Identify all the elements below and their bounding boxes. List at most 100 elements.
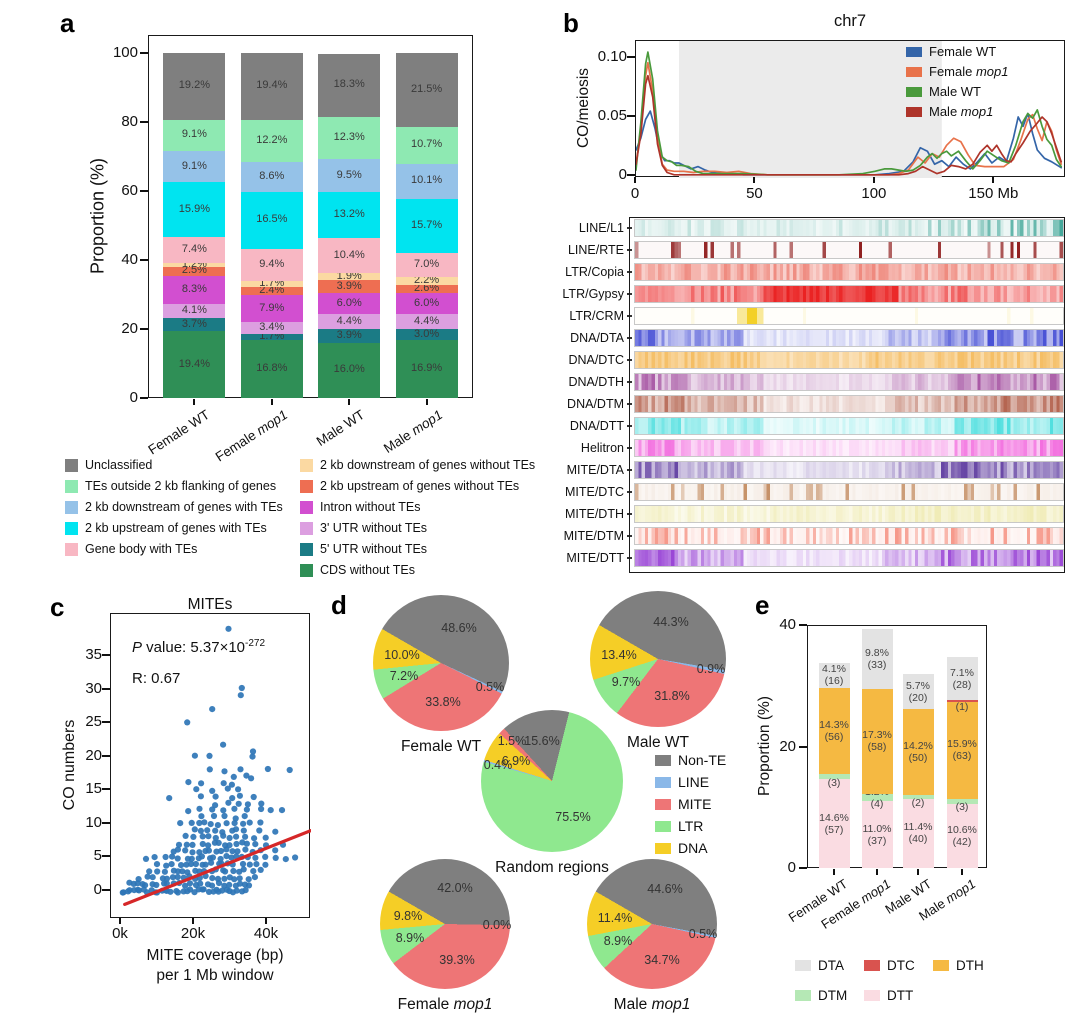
heatmap-track-label: MITE/DTA <box>566 463 624 477</box>
panel-a-y-tick-label: 100 <box>112 44 138 61</box>
heatmap-track-tick <box>627 535 632 537</box>
segment-count: (20) <box>908 691 928 704</box>
pie-title: Female mop1 <box>398 996 493 1014</box>
pie-slice-label: 9.7% <box>611 675 641 689</box>
scatter-point <box>199 840 206 848</box>
scatter-point <box>240 827 247 834</box>
legend-swatch <box>864 990 880 1001</box>
panel-a-bar-0: 19.4% 3.7% 4.1% 8.3% 2.5% 1.2% 7.4% 15.9% 9.1% 9.… <box>163 53 226 398</box>
pie-slice-label: 0.0% <box>482 918 512 932</box>
segment-percent: 10.6% <box>947 823 977 836</box>
scatter-point <box>193 786 200 793</box>
heatmap-track-label: LTR/Gypsy <box>562 287 624 301</box>
pie-slice-label: 48.6% <box>441 621 477 635</box>
heatmap-track-row: MITE/DTA <box>535 461 1064 479</box>
bar-segment-label: 8.3% <box>181 282 207 295</box>
panel-c-x-tick <box>119 918 121 924</box>
scatter-point <box>258 805 265 813</box>
legend-swatch <box>300 521 313 535</box>
panel-c-y-tick-label: 0 <box>93 881 102 898</box>
scatter-point <box>144 873 151 880</box>
scatter-point <box>196 849 203 856</box>
scatter-point <box>191 826 198 833</box>
bar-segment-label: 2.5% <box>181 264 207 277</box>
scatter-point <box>205 847 212 854</box>
heatmap-track-label: MITE/DTH <box>564 507 624 521</box>
legend-label: DTM <box>818 988 848 1003</box>
bar-segment-label: 3.7% <box>181 317 207 330</box>
pie-slice-label: 33.8% <box>425 695 461 709</box>
legend-swatch <box>906 46 922 57</box>
bar-segment <box>318 237 381 274</box>
panel-a-x-tick <box>425 399 428 405</box>
pie-title: Female WT <box>401 738 481 756</box>
legend-item: LINE <box>655 774 726 790</box>
heatmap-track-row: LTR/Copia <box>535 263 1064 281</box>
scatter-point <box>262 853 269 860</box>
scatter-point <box>243 806 250 813</box>
scatter-point <box>191 752 198 759</box>
legend-label: 5' UTR without TEs <box>320 542 428 556</box>
panel-b-y-tick <box>627 174 635 176</box>
label-text: Male <box>929 104 961 119</box>
segment-percent: 7.1% <box>950 666 974 679</box>
scatter-point <box>232 826 240 833</box>
scatter-point <box>249 748 257 755</box>
scatter-point <box>252 854 259 861</box>
legend-swatch <box>300 563 313 577</box>
panel-c-plot <box>110 613 311 918</box>
scatter-point <box>272 854 279 861</box>
heatmap-track-label: LINE/L1 <box>578 221 624 235</box>
bar-segment <box>946 798 978 804</box>
pie-slice-label: 6.9% <box>501 754 531 768</box>
heatmap-track-tick <box>627 381 632 383</box>
bar-segment <box>240 248 303 282</box>
panel-c-y-tick <box>102 721 110 724</box>
bar-segment <box>318 293 381 315</box>
scatter-point <box>163 862 170 869</box>
legend-swatch <box>65 500 78 514</box>
label-italic: mop1 <box>651 996 691 1013</box>
scatter-point <box>262 861 269 868</box>
scatter-point <box>200 886 207 893</box>
scatter-point <box>238 684 245 692</box>
pie-slice-label: 10.0% <box>384 648 420 662</box>
bar-segment <box>946 803 978 868</box>
legend-item: Female mop1 <box>906 64 1009 79</box>
legend-item: 2 kb downstream of genes with TEs <box>65 500 283 514</box>
scatter-point <box>222 842 229 849</box>
heatmap-track-tick <box>627 469 632 471</box>
bar-segment <box>318 159 381 193</box>
bar-segment-label: 10.4% <box>333 248 365 261</box>
heatmap-track-tick <box>627 337 632 339</box>
co-series-line <box>636 74 1063 176</box>
scatter-point <box>179 868 186 875</box>
heatmap-track-row: LINE/RTE <box>535 241 1064 259</box>
scatter-point <box>217 847 225 855</box>
heatmap-track-row: DNA/DTH <box>535 373 1064 391</box>
panel-b-x-tick-label: 150 Mb <box>968 185 1019 202</box>
bar-segment <box>163 182 226 238</box>
heatmap-track-label: DNA/DTT <box>569 419 624 433</box>
bar-segment-label: 16.9% <box>410 361 443 374</box>
heatmap-track-strip <box>634 307 1064 325</box>
legend-label: 3' UTR without TEs <box>320 521 428 535</box>
label-italic: mop1 <box>942 876 979 907</box>
panel-a-bar-3: 16.9% 3.0% 4.4% 6.0% 2.6% 2.2% 7.0% 15.7% 10.1% 1… <box>395 52 458 398</box>
trend-line <box>123 829 311 906</box>
legend-item: CDS without TEs <box>300 563 535 577</box>
bar-segment <box>818 779 850 868</box>
bar-segment <box>240 340 303 398</box>
panel-e-bar-0: 14.6%(57)0.8%(3)14.3%(56)4.1%(16) <box>818 662 850 868</box>
scatter-point <box>202 861 209 868</box>
label-italic: mop1 <box>408 407 445 438</box>
legend-label: DTT <box>887 988 914 1003</box>
bar-segment <box>946 657 978 701</box>
scatter-point <box>178 862 185 869</box>
legend-swatch <box>795 960 811 971</box>
heatmap-track-strip <box>634 219 1064 237</box>
bar-segment <box>946 700 978 703</box>
bar-segment <box>818 662 850 688</box>
bar-segment <box>902 795 934 799</box>
